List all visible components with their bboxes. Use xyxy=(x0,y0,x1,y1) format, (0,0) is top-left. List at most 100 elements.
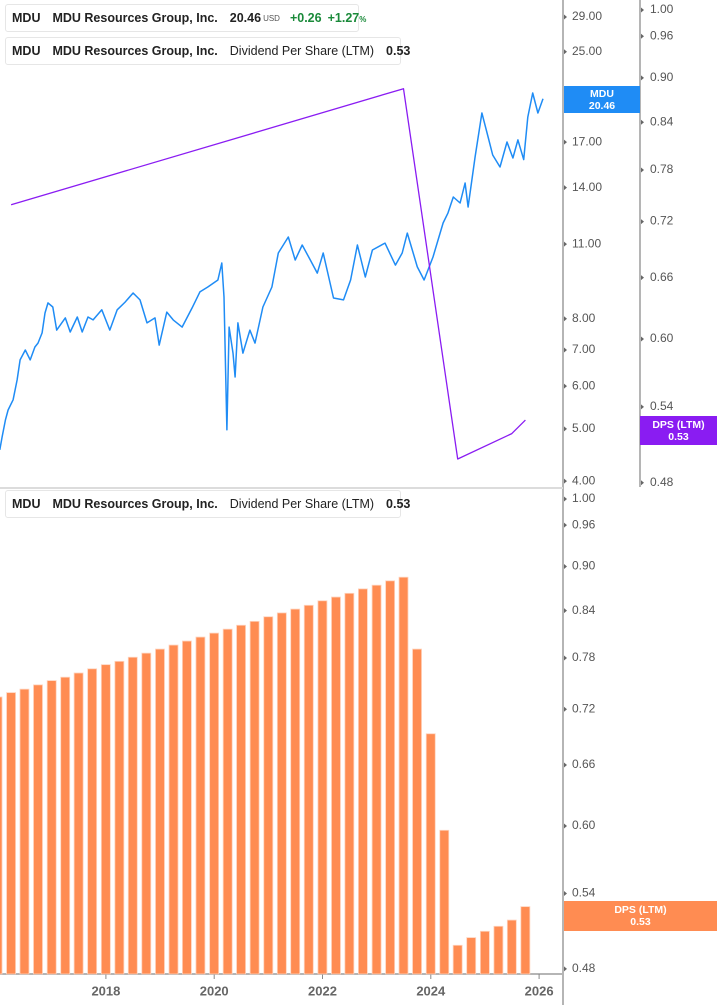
dps-bottom-tick-mark xyxy=(564,966,567,972)
dps-bar xyxy=(506,919,517,975)
dps-bottom-tick-mark xyxy=(564,563,567,569)
dps-bottom-tick-mark xyxy=(564,823,567,829)
dps-bar xyxy=(100,664,111,975)
dps-bar xyxy=(371,584,382,975)
dps-bottom-tick-label: 0.54 xyxy=(572,886,596,900)
dps-bottom-tick-label: 0.72 xyxy=(572,701,596,715)
dps-bottom-last-value-tag: DPS (LTM) 0.53 xyxy=(564,901,717,931)
dps-bar xyxy=(182,640,192,975)
legend-ticker: MDU xyxy=(12,44,41,58)
dps-bottom-tick-mark xyxy=(564,496,567,502)
legend-company: MDU Resources Group, Inc. xyxy=(52,497,218,511)
dps-bar xyxy=(317,600,328,975)
dps-bar xyxy=(263,616,274,975)
price-tick-mark xyxy=(564,49,567,55)
dps-tick-mark xyxy=(641,480,644,486)
price-tick-mark xyxy=(564,241,567,247)
price-tick-mark xyxy=(564,14,567,20)
dps-bar xyxy=(290,608,301,975)
dps-tick-mark xyxy=(641,75,644,81)
dps-bottom-tick-mark xyxy=(564,890,567,896)
tag-label: MDU xyxy=(590,87,614,100)
dps-tick-mark xyxy=(641,336,644,342)
legend-ticker: MDU xyxy=(12,497,41,511)
price-line xyxy=(0,92,544,451)
dps-tick-mark xyxy=(641,119,644,125)
dps-bar xyxy=(114,660,125,975)
price-tick-label: 11.00 xyxy=(572,236,601,250)
dps-bar xyxy=(249,620,260,975)
dps-bottom-tick-label: 0.60 xyxy=(572,818,596,832)
dps-bottom-tick-mark xyxy=(564,608,567,614)
dps-bottom-tick-mark xyxy=(564,762,567,768)
dps-bar xyxy=(439,829,450,975)
x-tick-label: 2026 xyxy=(525,983,554,998)
dps-bottom-tick-label: 0.66 xyxy=(572,757,596,771)
legend-company: MDU Resources Group, Inc. xyxy=(52,44,218,58)
dps-tick-label: 0.66 xyxy=(650,270,674,284)
dps-tick-label: 0.84 xyxy=(650,114,674,128)
dps-bars xyxy=(0,576,531,975)
tag-value: 20.46 xyxy=(588,99,616,112)
dps-bar xyxy=(0,696,3,975)
dps-bar xyxy=(46,680,57,975)
x-tick-label: 2024 xyxy=(416,983,446,998)
price-tick-label: 7.00 xyxy=(572,342,596,356)
legend-ticker: MDU xyxy=(12,11,41,25)
dps-bar xyxy=(209,632,220,975)
legend-value: 0.53 xyxy=(386,44,411,58)
dps-tick-label: 0.60 xyxy=(650,331,674,345)
dps-bar xyxy=(452,944,463,975)
dps-bottom-tick-label: 0.84 xyxy=(572,603,596,617)
dps-bottom-tick-mark xyxy=(564,655,567,661)
dps-bar xyxy=(479,930,490,975)
dps-bar xyxy=(236,624,246,975)
legend-metric: Dividend Per Share (LTM) xyxy=(229,497,375,511)
dps-tick-mark xyxy=(641,7,644,13)
dps-bar xyxy=(385,580,396,975)
dps-bar xyxy=(222,628,233,975)
dps-bar xyxy=(195,636,206,975)
x-tick-label: 2020 xyxy=(200,983,229,998)
dps-bar xyxy=(19,688,30,975)
dps-tick-mark xyxy=(641,219,644,225)
dps-tick-mark xyxy=(641,33,644,39)
legend-change: +0.26 xyxy=(289,11,322,25)
legend-dps-top[interactable]: MDU MDU Resources Group, Inc. Dividend P… xyxy=(5,37,410,65)
price-tick-label: 25.00 xyxy=(572,44,602,58)
series-lines xyxy=(0,88,544,460)
tag-value: 0.53 xyxy=(668,430,689,443)
price-tick-mark xyxy=(564,426,567,432)
dps-bar xyxy=(87,668,98,975)
price-tick-label: 14.00 xyxy=(572,180,602,194)
price-tick-mark xyxy=(564,185,567,191)
dps-tick-mark xyxy=(641,275,644,281)
dps-tick-label: 0.72 xyxy=(650,214,674,228)
dps-line xyxy=(10,88,526,460)
price-tick-mark xyxy=(564,316,567,322)
legend-price-value: 20.46 xyxy=(229,11,262,25)
dps-top-last-value-tag: DPS (LTM) 0.53 xyxy=(640,416,717,445)
dps-bottom-tick-mark xyxy=(564,706,567,712)
price-tick-label: 5.00 xyxy=(572,421,596,435)
x-tick-label: 2018 xyxy=(91,983,120,998)
price-tick-mark xyxy=(564,478,567,484)
dps-bar xyxy=(60,676,71,975)
price-tick-mark xyxy=(564,383,567,389)
legend-company: MDU Resources Group, Inc. xyxy=(52,11,218,25)
price-tick-label: 29.00 xyxy=(572,9,602,23)
dps-tick-label: 0.96 xyxy=(650,28,674,42)
legend-price[interactable]: MDU MDU Resources Group, Inc. 20.46 USD … xyxy=(5,4,366,32)
dps-bar xyxy=(168,644,179,975)
dps-bar xyxy=(412,648,422,975)
dps-tick-label: 0.78 xyxy=(650,162,674,176)
dps-tick-label: 0.48 xyxy=(650,475,674,489)
dps-bottom-tick-label: 0.78 xyxy=(572,650,596,664)
dps-tick-mark xyxy=(641,167,644,173)
dps-bar xyxy=(33,684,43,975)
legend-dps-bottom[interactable]: MDU MDU Resources Group, Inc. Dividend P… xyxy=(5,490,410,518)
dps-bottom-tick-mark xyxy=(564,522,567,528)
dps-bar xyxy=(344,592,355,975)
dps-tick-label: 0.54 xyxy=(650,399,674,413)
